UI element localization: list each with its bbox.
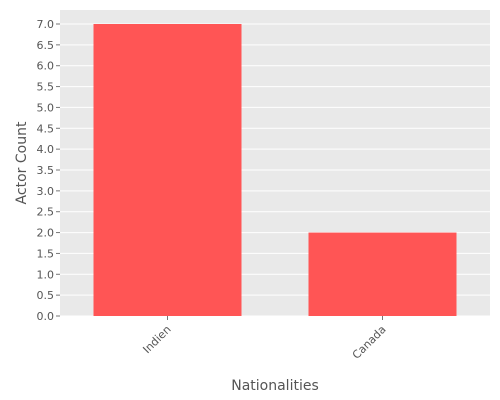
x-tick-label: Indien — [140, 323, 173, 356]
y-tick-label: 6.5 — [37, 39, 55, 52]
y-tick-label: 0.0 — [37, 310, 55, 323]
y-tick-label: 0.5 — [37, 289, 55, 302]
y-tick-label: 2.5 — [37, 206, 55, 219]
y-tick-label: 3.5 — [37, 164, 55, 177]
y-tick-label: 1.0 — [37, 268, 55, 281]
y-tick-label: 4.5 — [37, 122, 55, 135]
x-axis-title: Nationalities — [231, 378, 319, 394]
y-tick-label: 5.0 — [37, 101, 55, 114]
y-tick-label: 4.0 — [37, 143, 55, 156]
x-axis-ticks: Indien Canada — [140, 316, 389, 362]
y-tick-label: 3.0 — [37, 185, 55, 198]
y-tick-label: 5.5 — [37, 81, 55, 94]
y-axis-title: Actor Count — [14, 121, 30, 204]
x-tick-label: Canada — [350, 323, 389, 362]
bar-canada — [308, 232, 457, 316]
bars — [93, 24, 457, 316]
y-tick-label: 1.5 — [37, 247, 55, 260]
y-tick-label: 2.0 — [37, 227, 55, 240]
bar-indien — [93, 24, 242, 316]
y-tick-label: 6.0 — [37, 60, 55, 73]
y-tick-label: 7.0 — [37, 18, 55, 31]
y-axis-ticks: 0.0 0.5 1.0 1.5 2.0 2.5 3.0 3.5 4.0 4.5 5.0 5.5 6.0 6… — [37, 18, 60, 323]
